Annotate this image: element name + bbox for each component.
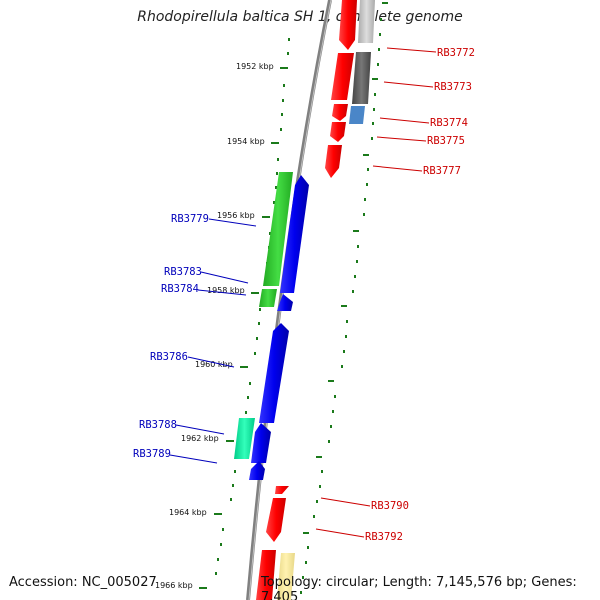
gene-feature[interactable] xyxy=(331,53,354,100)
kbp-label: 1956 kbp xyxy=(217,211,255,220)
forward-strand-genes xyxy=(256,0,375,600)
gene-feature[interactable] xyxy=(234,418,255,459)
kbp-label: 1958 kbp xyxy=(207,286,245,295)
gene-label[interactable]: RB3772 xyxy=(437,47,475,59)
gene-feature[interactable] xyxy=(259,323,289,423)
gene-feature[interactable] xyxy=(339,0,357,50)
gene-feature[interactable] xyxy=(280,175,309,293)
gene-label[interactable]: RB3792 xyxy=(365,531,403,543)
forward-gene-labels: RB3772 RB3773 RB3774 RB3775 RB3777 RB379… xyxy=(365,47,475,543)
gene-feature[interactable] xyxy=(266,498,286,542)
kbp-label: 1960 kbp xyxy=(195,360,233,369)
gene-feature[interactable] xyxy=(358,0,375,43)
gene-label[interactable]: RB3789 xyxy=(133,448,171,460)
kbp-label: 1954 kbp xyxy=(227,137,265,146)
kbp-labels: 1952 kbp 1954 kbp 1956 kbp 1958 kbp 1960… xyxy=(155,62,274,590)
gene-feature[interactable] xyxy=(330,122,346,142)
gene-feature[interactable] xyxy=(259,289,277,307)
gene-feature[interactable] xyxy=(352,52,371,104)
gene-label[interactable]: RB3786 xyxy=(150,351,188,363)
gene-label[interactable]: RB3773 xyxy=(434,81,472,93)
gene-label[interactable]: RB3775 xyxy=(427,135,465,147)
gene-feature[interactable] xyxy=(349,106,365,124)
gene-feature[interactable] xyxy=(332,104,348,121)
reverse-gene-labels: RB3779 RB3783 RB3784 RB3786 RB3788 RB378… xyxy=(133,213,209,460)
gene-feature[interactable] xyxy=(277,553,295,600)
gene-feature[interactable] xyxy=(325,145,342,178)
gene-feature[interactable] xyxy=(275,486,289,494)
accession-text: Accession: NC_005027 xyxy=(9,575,157,590)
gene-label[interactable]: RB3790 xyxy=(371,500,409,512)
reverse-strand-genes xyxy=(234,172,309,480)
gene-feature[interactable] xyxy=(249,461,265,480)
gene-feature[interactable] xyxy=(277,294,293,311)
gene-feature[interactable] xyxy=(251,423,271,463)
kbp-label: 1952 kbp xyxy=(236,62,274,71)
gene-label[interactable]: RB3779 xyxy=(171,213,209,225)
leader-lines xyxy=(169,47,437,538)
kbp-label: 1966 kbp xyxy=(155,581,193,590)
kbp-label: 1962 kbp xyxy=(181,434,219,443)
gene-label[interactable]: RB3777 xyxy=(423,165,461,177)
gene-feature[interactable] xyxy=(263,172,293,286)
gene-label[interactable]: RB3788 xyxy=(139,419,177,431)
genome-summary-text: Topology: circular; Length: 7,145,576 bp… xyxy=(261,575,577,600)
gene-label[interactable]: RB3774 xyxy=(430,117,468,129)
ruler-track-right xyxy=(300,2,388,594)
gene-label[interactable]: RB3784 xyxy=(161,283,199,295)
gene-label[interactable]: RB3783 xyxy=(164,266,202,278)
kbp-label: 1964 kbp xyxy=(169,508,207,517)
gene-feature[interactable] xyxy=(256,550,276,600)
